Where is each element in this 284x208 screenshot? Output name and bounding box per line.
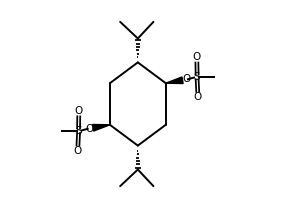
Text: O: O [193, 52, 201, 62]
Text: O: O [182, 74, 191, 84]
Polygon shape [93, 124, 110, 131]
Text: S: S [75, 126, 82, 136]
Text: O: O [74, 146, 82, 156]
Text: O: O [194, 92, 202, 102]
Text: O: O [75, 106, 83, 116]
Text: O: O [85, 124, 93, 134]
Text: S: S [194, 72, 201, 82]
Polygon shape [166, 77, 183, 84]
